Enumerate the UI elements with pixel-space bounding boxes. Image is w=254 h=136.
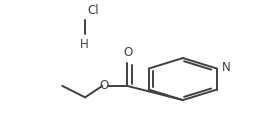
Text: N: N (221, 61, 230, 74)
Text: O: O (124, 46, 133, 59)
Text: H: H (80, 38, 88, 51)
Text: Cl: Cl (88, 4, 99, 17)
Text: O: O (100, 79, 109, 92)
